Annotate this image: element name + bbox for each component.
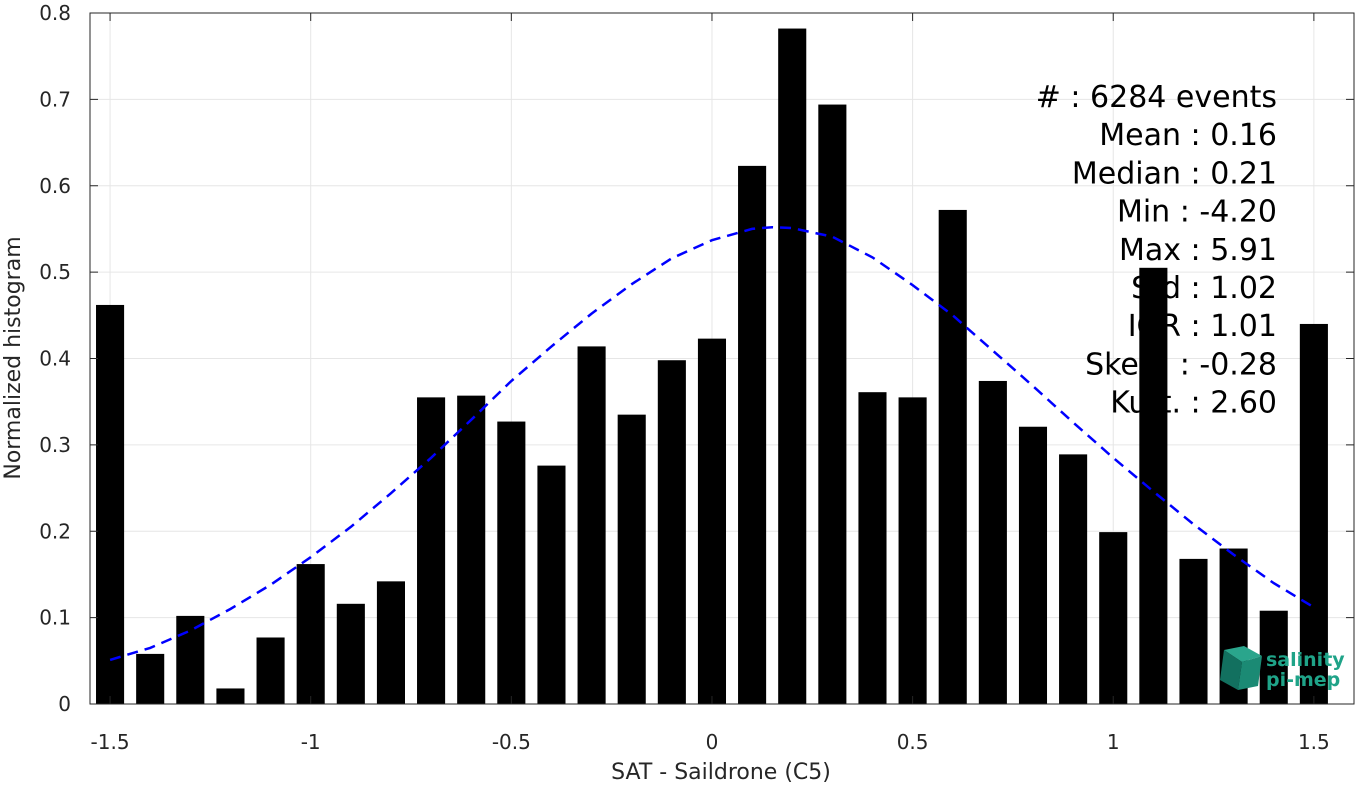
bar [818, 104, 847, 705]
bar [336, 603, 365, 704]
axes [89, 12, 1355, 705]
bar [96, 304, 125, 704]
bar [1299, 323, 1328, 704]
x-tick-label: -0.5 [492, 730, 531, 754]
y-tick-label: 0 [58, 692, 71, 716]
bar [1259, 610, 1288, 704]
tick-labels: -1.5 -1 -0.5 0 0.5 1 1.5 0 0.1 0.2 0.3 0.4 0.5 0.6 0.7… [39, 1, 1330, 754]
stat-line: Median : 0.21 [1072, 156, 1277, 191]
bar [778, 28, 807, 705]
x-tick-label: 0.5 [897, 730, 929, 754]
y-tick-label: 0.8 [39, 1, 71, 25]
bar [1059, 454, 1088, 704]
y-tick-label: 0.1 [39, 606, 71, 630]
bar [176, 615, 205, 704]
bar-series [96, 28, 1328, 705]
stat-line: Kurt. : 2.60 [1110, 386, 1277, 421]
bar [1018, 426, 1048, 704]
bar [697, 338, 727, 704]
salinity-pimep-logo: salinity pi-mep [1220, 646, 1345, 691]
stat-line: Mean : 0.16 [1099, 118, 1277, 153]
x-tick-label: 1.5 [1298, 730, 1330, 754]
stat-line: Min : -4.20 [1117, 195, 1277, 230]
stat-line: Std : 1.02 [1131, 271, 1277, 306]
bar [738, 165, 767, 705]
y-axis-title: Normalized histogram [1, 236, 26, 479]
bar [577, 346, 606, 704]
logo-cube-icon [1220, 646, 1262, 690]
x-tick-label: 0 [706, 730, 719, 754]
stat-line: Skew. : -0.28 [1085, 347, 1277, 382]
y-tick-label: 0.7 [39, 87, 71, 111]
y-tick-label: 0.3 [39, 433, 71, 457]
x-axis-title: SAT - Saildrone (C5) [611, 760, 831, 785]
bar [216, 688, 245, 704]
bar [537, 465, 566, 704]
logo-line-2: pi-mep [1266, 669, 1340, 691]
stat-line: Max : 5.91 [1119, 233, 1277, 268]
stat-line: # : 6284 events [1036, 80, 1277, 115]
bar [1099, 532, 1128, 704]
y-tick-label: 0.2 [39, 519, 71, 543]
gaussian-fit-curve [109, 225, 1315, 662]
bar [136, 653, 165, 704]
bar [1179, 558, 1208, 704]
bar [617, 414, 646, 704]
bar [938, 209, 967, 704]
y-tick-label: 0.5 [39, 260, 71, 284]
bar [898, 397, 927, 704]
x-tick-label: -1 [301, 730, 321, 754]
bar [457, 395, 486, 704]
bar [256, 637, 285, 704]
fit-curve-line [109, 225, 1315, 662]
bar [978, 380, 1007, 704]
bar [1139, 267, 1168, 704]
y-tick-label: 0.6 [39, 174, 71, 198]
x-tick-label: 1 [1107, 730, 1120, 754]
bar [657, 360, 686, 704]
stat-line: IQR : 1.01 [1128, 309, 1277, 344]
bar [376, 581, 405, 704]
x-tick-label: -1.5 [91, 730, 130, 754]
bar [858, 392, 887, 704]
y-tick-label: 0.4 [39, 347, 71, 371]
bar [497, 421, 526, 704]
bar [417, 397, 446, 704]
bar [296, 564, 325, 704]
logo-line-1: salinity [1266, 649, 1345, 671]
